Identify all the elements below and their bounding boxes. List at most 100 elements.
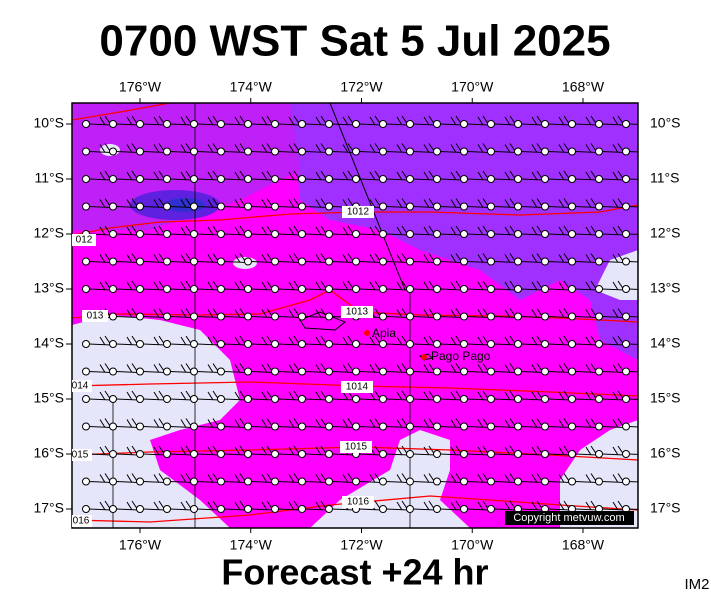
station — [514, 147, 522, 156]
lat-label: 12°S — [33, 225, 64, 241]
station — [352, 422, 360, 431]
station — [514, 422, 522, 431]
station — [298, 505, 306, 513]
station — [622, 175, 630, 183]
wind-barb — [163, 115, 193, 128]
place-label: Pago Pago — [431, 349, 491, 363]
station — [541, 120, 549, 128]
wind-barb — [244, 418, 274, 431]
wind-barb — [352, 473, 382, 486]
isobar-label: 014 — [72, 381, 89, 392]
wind-barb — [622, 120, 638, 128]
wind-barb — [487, 500, 517, 513]
graticule-labels: 176°W 176°W 174°W 174°W 172°W 172°W 170°W 170°W… — [33, 79, 680, 553]
wind-barb — [487, 335, 517, 348]
station — [460, 230, 468, 238]
station — [298, 450, 306, 458]
station — [82, 477, 90, 486]
station — [82, 175, 90, 183]
station — [433, 202, 441, 211]
wind-barb — [271, 115, 301, 128]
station — [163, 285, 171, 293]
wind-barb — [406, 335, 436, 348]
station — [325, 175, 333, 183]
wind-barb — [622, 312, 638, 321]
wind-barb — [136, 253, 166, 266]
station — [514, 202, 522, 211]
station — [352, 477, 360, 486]
wind-barb — [136, 473, 166, 486]
wind-barb — [460, 390, 490, 403]
lon-label: 168°W — [562, 79, 605, 95]
station — [298, 422, 306, 431]
wind-barb — [541, 308, 571, 321]
wind-barb — [487, 170, 517, 183]
station — [217, 450, 225, 458]
station — [136, 285, 144, 293]
station — [433, 395, 441, 403]
station — [460, 505, 468, 513]
station — [298, 340, 306, 348]
wind-barb — [595, 473, 625, 486]
wind-barb — [514, 308, 544, 321]
station — [271, 147, 279, 156]
station — [379, 367, 387, 376]
lat-label: 12°S — [650, 225, 681, 241]
isobar-label: 015 — [72, 450, 89, 461]
station — [136, 450, 144, 458]
wind-barb — [406, 473, 436, 486]
station — [595, 395, 603, 403]
station — [568, 257, 576, 266]
station — [82, 120, 90, 128]
station — [487, 230, 495, 238]
wind-barb — [541, 170, 571, 183]
barb-shaft — [628, 123, 638, 125]
wind-barb — [163, 170, 193, 183]
station — [82, 285, 90, 293]
station — [271, 230, 279, 238]
station — [379, 312, 387, 321]
wind-barb — [379, 115, 409, 128]
wind-barb — [298, 390, 328, 403]
wind-barb — [109, 115, 139, 128]
station — [109, 175, 117, 183]
wind-barb — [487, 280, 517, 293]
station — [352, 340, 360, 348]
lat-label: 17°S — [650, 500, 681, 516]
isobar-labels: 1012 012 1013 013 1014 014 1015 015 1016… — [72, 206, 374, 527]
station — [298, 175, 306, 183]
station — [298, 202, 306, 211]
station — [325, 230, 333, 238]
wind-barb — [298, 500, 328, 513]
station — [352, 367, 360, 376]
barb-shaft — [628, 508, 638, 510]
station — [595, 202, 603, 211]
station — [325, 147, 333, 156]
wind-barb — [244, 115, 274, 128]
station — [109, 450, 117, 458]
wind-barb — [109, 445, 139, 458]
wind-barb — [541, 473, 571, 486]
station — [406, 450, 414, 458]
station — [622, 422, 630, 431]
wind-barb — [433, 473, 463, 486]
wind-barb — [595, 280, 625, 293]
station — [136, 505, 144, 513]
station — [568, 395, 576, 403]
station — [163, 120, 171, 128]
station — [622, 230, 630, 238]
station — [460, 202, 468, 211]
station — [379, 477, 387, 486]
station — [541, 395, 549, 403]
station — [271, 202, 279, 211]
lon-label: 170°W — [451, 79, 494, 95]
wind-barb — [460, 500, 490, 513]
station — [460, 422, 468, 431]
station — [271, 450, 279, 458]
lon-label: 172°W — [340, 79, 383, 95]
station — [568, 422, 576, 431]
station — [136, 147, 144, 156]
wind-barb — [595, 308, 625, 321]
station — [190, 257, 198, 266]
station — [82, 147, 90, 156]
